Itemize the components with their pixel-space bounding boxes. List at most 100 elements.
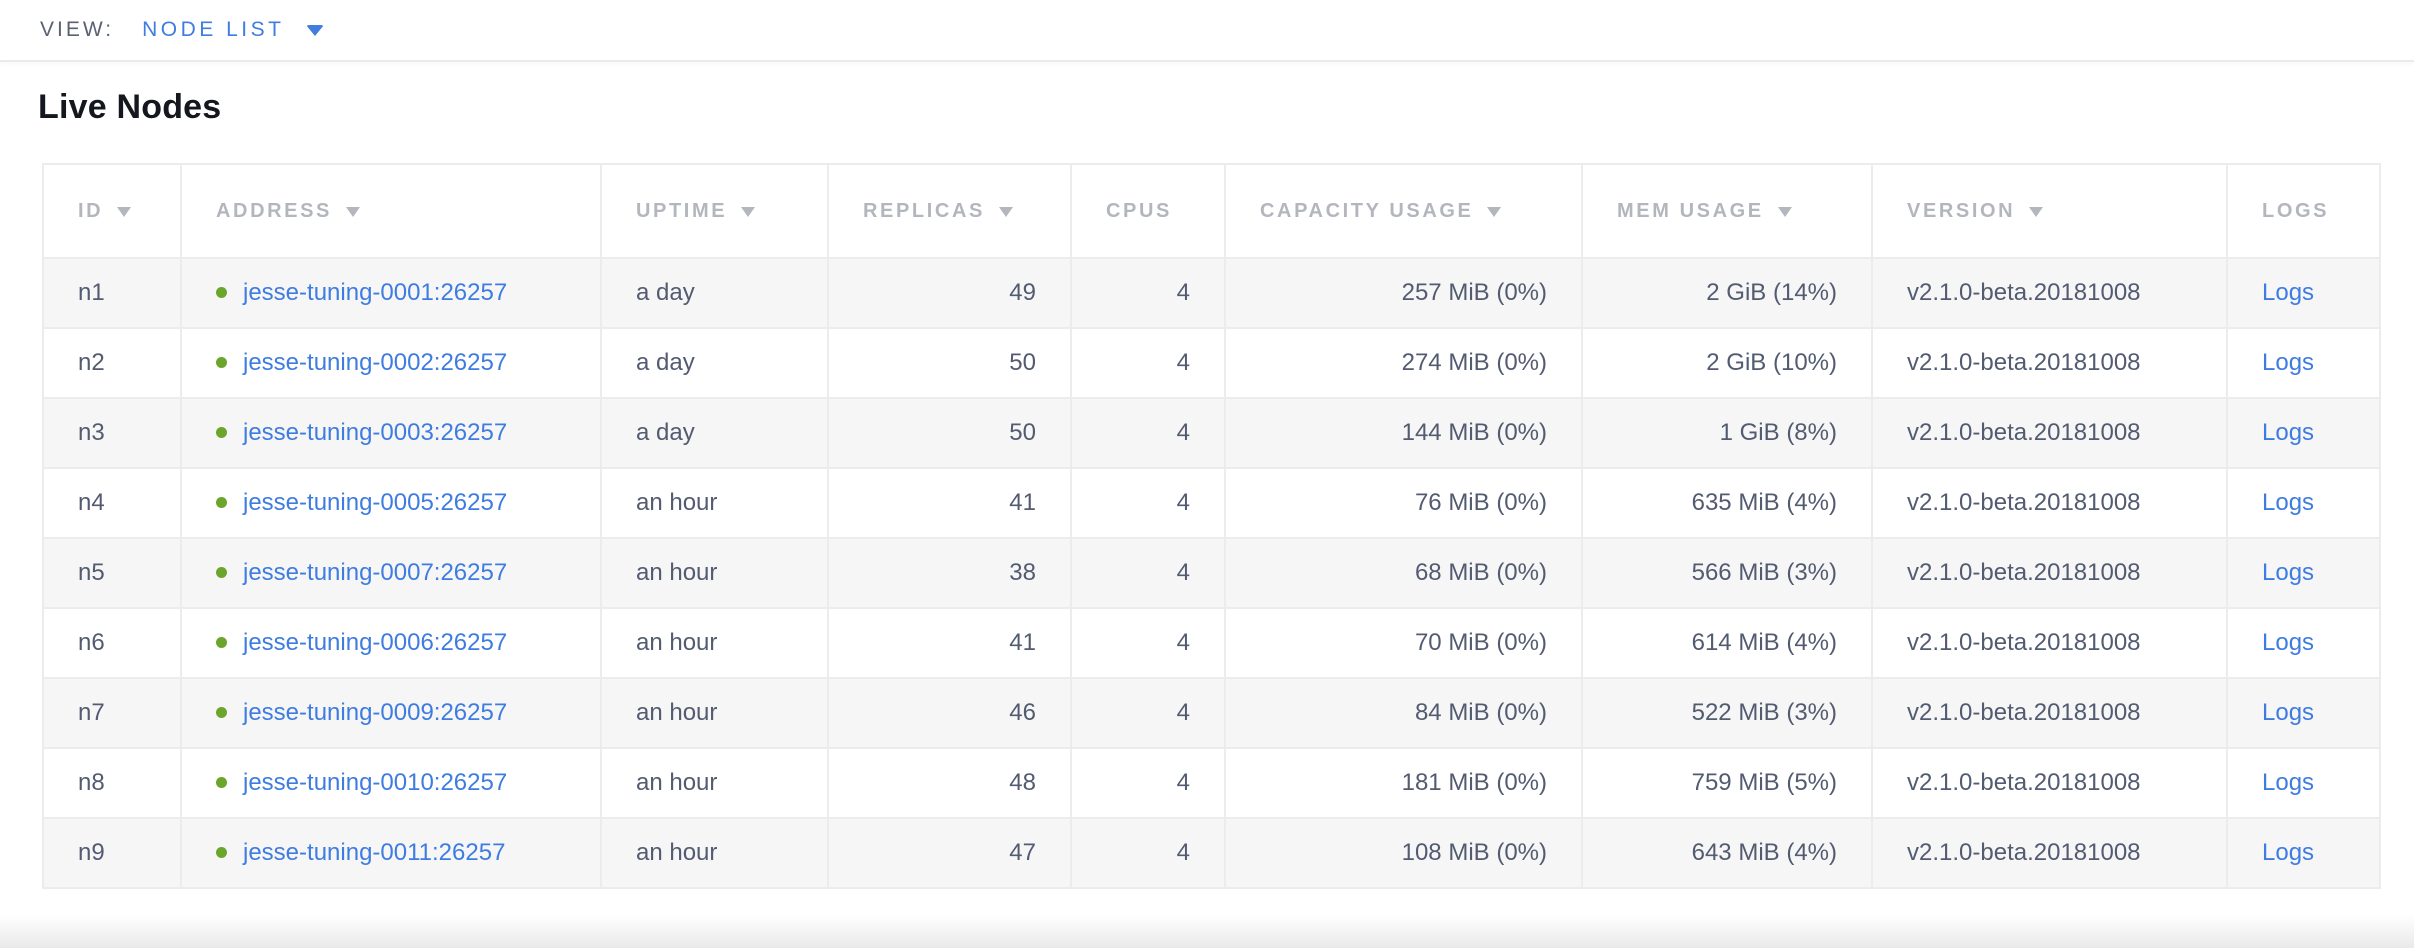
column-header-replicas[interactable]: REPLICAS xyxy=(827,163,1072,259)
cell-logs: Logs xyxy=(2226,327,2381,399)
cell-value: an hour xyxy=(636,489,718,516)
logs-link[interactable]: Logs xyxy=(2262,699,2315,726)
cell-value: 566 MiB (3%) xyxy=(1691,559,1837,586)
cell-version: v2.1.0-beta.20181008 xyxy=(1871,257,2228,329)
node-address-link[interactable]: jesse-tuning-0003:26257 xyxy=(243,419,508,446)
view-selector-dropdown[interactable]: NODE LIST xyxy=(142,18,325,42)
column-header-label: MEM USAGE xyxy=(1617,199,1764,222)
cell-uptime: a day xyxy=(600,327,829,399)
cell-logs: Logs xyxy=(2226,817,2381,889)
column-header-label: LOGS xyxy=(2262,199,2330,222)
logs-link[interactable]: Logs xyxy=(2262,419,2315,446)
cell-address: jesse-tuning-0005:26257 xyxy=(180,467,602,539)
column-header-label: CPUS xyxy=(1106,199,1172,222)
cell-value: n7 xyxy=(78,699,105,726)
table-body: n1 jesse-tuning-0001:26257 a day 49 4 257 MiB… xyxy=(42,257,2381,889)
sort-arrow-icon xyxy=(346,206,360,217)
column-header-label: VERSION xyxy=(1907,199,2016,222)
table-row: n8 jesse-tuning-0010:26257 an hour 48 4 181 M… xyxy=(42,747,2381,819)
cell-value: n6 xyxy=(78,629,105,656)
cell-value: 2 GiB (10%) xyxy=(1706,349,1837,376)
cell-value: an hour xyxy=(636,629,718,656)
cell-logs: Logs xyxy=(2226,607,2381,679)
cell-id: n4 xyxy=(42,467,182,539)
column-header-label: CAPACITY USAGE xyxy=(1260,199,1474,222)
cell-logs: Logs xyxy=(2226,467,2381,539)
cell-value: 49 xyxy=(1009,279,1036,306)
column-header-id[interactable]: ID xyxy=(42,163,182,259)
cell-value: n1 xyxy=(78,279,105,306)
logs-link[interactable]: Logs xyxy=(2262,839,2315,866)
cell-value: n5 xyxy=(78,559,105,586)
logs-link[interactable]: Logs xyxy=(2262,489,2315,516)
node-status-healthy-icon xyxy=(216,287,227,298)
cell-version: v2.1.0-beta.20181008 xyxy=(1871,677,2228,749)
logs-link[interactable]: Logs xyxy=(2262,349,2315,376)
cell-value: v2.1.0-beta.20181008 xyxy=(1907,419,2141,446)
cell-value: v2.1.0-beta.20181008 xyxy=(1907,279,2141,306)
cell-value: 48 xyxy=(1009,769,1036,796)
cell-mem: 759 MiB (5%) xyxy=(1581,747,1873,819)
logs-link[interactable]: Logs xyxy=(2262,629,2315,656)
cell-cpus: 4 xyxy=(1070,607,1226,679)
view-label: VIEW: xyxy=(40,18,115,41)
cell-value: 274 MiB (0%) xyxy=(1401,349,1547,376)
cell-version: v2.1.0-beta.20181008 xyxy=(1871,327,2228,399)
cell-value: v2.1.0-beta.20181008 xyxy=(1907,629,2141,656)
view-selected-value[interactable]: NODE LIST xyxy=(142,18,285,41)
node-status-healthy-icon xyxy=(216,707,227,718)
cell-value: 181 MiB (0%) xyxy=(1401,769,1547,796)
cell-value: v2.1.0-beta.20181008 xyxy=(1907,489,2141,516)
table-row: n1 jesse-tuning-0001:26257 a day 49 4 257 MiB… xyxy=(42,257,2381,329)
cell-id: n1 xyxy=(42,257,182,329)
cell-value: n9 xyxy=(78,839,105,866)
node-address-link[interactable]: jesse-tuning-0009:26257 xyxy=(243,699,508,726)
cell-version: v2.1.0-beta.20181008 xyxy=(1871,537,2228,609)
logs-link[interactable]: Logs xyxy=(2262,559,2315,586)
table-row: n5 jesse-tuning-0007:26257 an hour 38 4 68 Mi… xyxy=(42,537,2381,609)
cell-value: a day xyxy=(636,419,695,446)
column-header-version[interactable]: VERSION xyxy=(1871,163,2228,259)
cell-mem: 2 GiB (10%) xyxy=(1581,327,1873,399)
column-header-capacity[interactable]: CAPACITY USAGE xyxy=(1224,163,1583,259)
node-address-link[interactable]: jesse-tuning-0010:26257 xyxy=(243,769,508,796)
cell-value: 41 xyxy=(1009,629,1036,656)
cell-value: a day xyxy=(636,279,695,306)
cell-value: 144 MiB (0%) xyxy=(1401,419,1547,446)
sort-arrow-icon xyxy=(1777,206,1792,217)
node-address-link[interactable]: jesse-tuning-0001:26257 xyxy=(243,279,508,306)
column-header-address[interactable]: ADDRESS xyxy=(180,163,602,259)
node-status-healthy-icon xyxy=(216,567,227,578)
node-address-link[interactable]: jesse-tuning-0007:26257 xyxy=(243,559,508,586)
cell-value: 76 MiB (0%) xyxy=(1414,489,1547,516)
column-header-mem[interactable]: MEM USAGE xyxy=(1581,163,1873,259)
node-address-link[interactable]: jesse-tuning-0011:26257 xyxy=(243,839,506,866)
cell-replicas: 50 xyxy=(827,397,1072,469)
cell-mem: 1 GiB (8%) xyxy=(1581,397,1873,469)
cell-address: jesse-tuning-0010:26257 xyxy=(180,747,602,819)
node-address-link[interactable]: jesse-tuning-0005:26257 xyxy=(243,489,508,516)
node-address-link[interactable]: jesse-tuning-0006:26257 xyxy=(243,629,508,656)
cell-replicas: 47 xyxy=(827,817,1072,889)
logs-link[interactable]: Logs xyxy=(2262,769,2315,796)
node-status-healthy-icon xyxy=(216,777,227,788)
cell-value: 614 MiB (4%) xyxy=(1691,629,1837,656)
cell-value: n3 xyxy=(78,419,105,446)
cell-replicas: 46 xyxy=(827,677,1072,749)
cell-capacity: 181 MiB (0%) xyxy=(1224,747,1583,819)
live-nodes-table: ID ADDRESS UPTIME REPLICAS CPUS CAPACITY USAG… xyxy=(42,163,2381,889)
cell-address: jesse-tuning-0002:26257 xyxy=(180,327,602,399)
logs-link[interactable]: Logs xyxy=(2262,279,2315,306)
cell-id: n6 xyxy=(42,607,182,679)
cell-value: 4 xyxy=(1176,699,1190,726)
column-header-uptime[interactable]: UPTIME xyxy=(600,163,829,259)
sort-arrow-icon xyxy=(1487,206,1502,217)
cell-value: 4 xyxy=(1176,629,1190,656)
cell-logs: Logs xyxy=(2226,747,2381,819)
node-address-link[interactable]: jesse-tuning-0002:26257 xyxy=(243,349,508,376)
cell-value: 635 MiB (4%) xyxy=(1691,489,1837,516)
cell-address: jesse-tuning-0006:26257 xyxy=(180,607,602,679)
cell-mem: 614 MiB (4%) xyxy=(1581,607,1873,679)
cell-value: n2 xyxy=(78,349,105,376)
sort-arrow-icon xyxy=(741,206,756,217)
